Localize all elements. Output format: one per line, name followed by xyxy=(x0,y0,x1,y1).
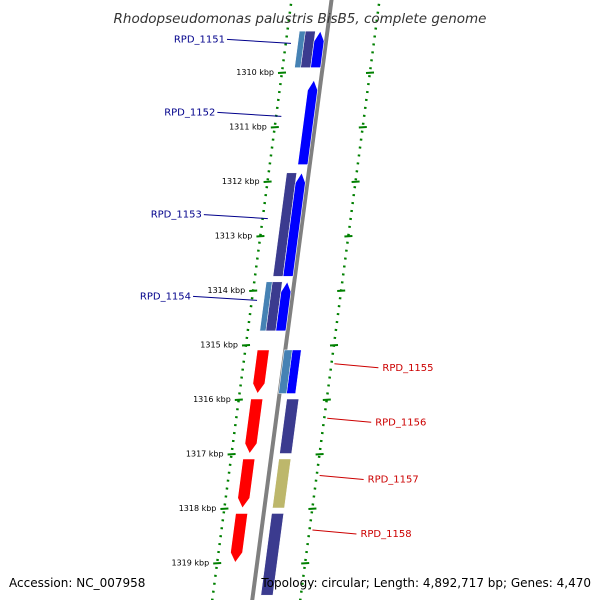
tick-label: 1318 kbp xyxy=(179,504,217,513)
outer-tick-mark xyxy=(308,507,317,510)
gene-label-leader xyxy=(217,111,282,117)
outer-tick-mark xyxy=(351,180,360,183)
outer-tick-mark xyxy=(315,453,324,456)
outer-dotted-guide xyxy=(298,0,381,600)
gene-label-rpd_1158[interactable]: RPD_1158 xyxy=(360,529,411,540)
feature-block xyxy=(272,458,292,509)
gene-label-leader xyxy=(226,38,292,44)
gene-label-leader xyxy=(203,214,268,220)
tick-mark xyxy=(249,289,258,292)
tick-label: 1310 kbp xyxy=(236,68,274,77)
tick-mark xyxy=(220,507,229,510)
tick-mark xyxy=(263,180,272,183)
tick-mark xyxy=(270,126,279,129)
feature-blocks xyxy=(259,30,316,596)
tick-mark xyxy=(227,453,236,456)
tick-label: 1316 kbp xyxy=(193,395,231,404)
dotted-guides xyxy=(210,0,381,600)
tick-mark xyxy=(213,562,222,565)
gene-label-rpd_1151[interactable]: RPD_1151 xyxy=(174,34,225,45)
tick-label: 1313 kbp xyxy=(215,232,253,241)
accession-text: Accession: NC_007958 xyxy=(9,576,145,590)
tick-label: 1315 kbp xyxy=(200,341,238,350)
feature-block xyxy=(278,349,293,394)
tick-label: 1317 kbp xyxy=(186,450,224,459)
tick-mark xyxy=(277,71,287,74)
gene-arrow xyxy=(244,398,264,455)
outer-tick-mark xyxy=(365,71,375,74)
tick-mark xyxy=(256,235,265,238)
gene-arrows xyxy=(230,30,325,564)
outer-tick-mark xyxy=(322,398,331,401)
outer-tick-mark xyxy=(301,562,310,565)
gene-label-rpd_1154[interactable]: RPD_1154 xyxy=(140,291,191,302)
gene-arrow xyxy=(275,281,292,332)
tick-mark xyxy=(241,344,251,347)
gene-label-leader xyxy=(312,529,357,535)
outer-tick-mark xyxy=(344,235,353,238)
backbone-line xyxy=(250,0,334,600)
gene-label-rpd_1152[interactable]: RPD_1152 xyxy=(164,107,215,118)
gene-label-leader xyxy=(327,417,372,423)
gene-arrow xyxy=(237,458,256,509)
tick-label: 1319 kbp xyxy=(171,559,209,568)
feature-block xyxy=(279,398,300,454)
gene-label-leader xyxy=(193,295,258,301)
gene-arrow xyxy=(297,79,318,165)
tick-label: 1314 kbp xyxy=(207,286,245,295)
topology-text: Topology: circular; Length: 4,892,717 bp… xyxy=(260,576,591,590)
tick-mark xyxy=(234,398,243,401)
tick-label: 1311 kbp xyxy=(229,123,267,132)
outer-tick-mark xyxy=(337,289,346,292)
gene-labels: RPD_1151 RPD_1152 RPD_1153 RPD_1154 RPD_1155… xyxy=(140,34,434,540)
gene-arrow xyxy=(310,30,325,68)
gene-label-rpd_1153[interactable]: RPD_1153 xyxy=(151,210,202,221)
scale-ticks: 1310 kbp 1311 kbp 1312 kbp 1313 kbp 1314 kbp… xyxy=(171,68,375,568)
backbone xyxy=(250,0,334,600)
feature-block xyxy=(260,513,284,596)
gene-label-rpd_1155[interactable]: RPD_1155 xyxy=(382,363,433,374)
gene-arrow xyxy=(252,349,270,395)
gene-arrow xyxy=(230,513,249,564)
gene-label-leader xyxy=(334,363,379,369)
gene-label-rpd_1157[interactable]: RPD_1157 xyxy=(368,474,419,485)
outer-tick-mark xyxy=(329,344,339,347)
feature-block xyxy=(294,30,306,68)
gene-arrow xyxy=(282,172,306,277)
tick-label: 1312 kbp xyxy=(222,177,260,186)
outer-tick-mark xyxy=(358,126,367,129)
map-title: Rhodopseudomonas palustris BisB5, comple… xyxy=(114,11,487,27)
gene-label-rpd_1156[interactable]: RPD_1156 xyxy=(375,417,426,428)
gene-label-leader xyxy=(319,474,364,480)
inner-dotted-guide xyxy=(210,0,293,600)
feature-block xyxy=(259,281,273,332)
